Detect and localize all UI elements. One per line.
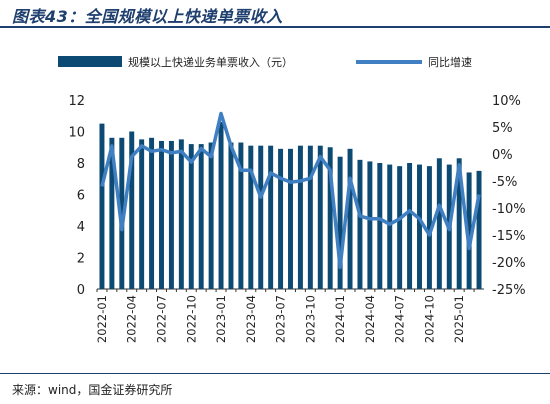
y-right-tick-label: -25% [492, 283, 526, 298]
legend-line-label: 同比增速 [428, 55, 472, 69]
y-left-tick-label: 2 [77, 252, 85, 267]
x-tick-label: 2024-10 [422, 295, 436, 343]
bar [198, 144, 204, 289]
bar [228, 142, 234, 289]
bar [436, 158, 442, 289]
bar [397, 166, 403, 289]
bar [208, 142, 214, 289]
bar [337, 156, 343, 289]
bar [218, 122, 224, 289]
bar [248, 145, 254, 289]
bar [109, 137, 115, 289]
y-right-tick-label: -20% [492, 256, 526, 271]
bar [307, 145, 313, 289]
legend-bar-swatch [58, 56, 122, 67]
y-left-tick-label: 10 [68, 126, 85, 141]
bar [456, 158, 462, 289]
legend: 规模以上快递业务单票收入（元） 同比增速 [58, 55, 472, 69]
legend-bar-label: 规模以上快递业务单票收入（元） [128, 55, 293, 69]
x-tick-label: 2022-10 [184, 295, 198, 343]
y-left-tick-label: 6 [77, 189, 85, 204]
y-right-tick-label: 10% [492, 94, 521, 109]
bar [188, 144, 194, 289]
growth-rate-line [100, 111, 481, 270]
bar [178, 139, 184, 289]
y-right-tick-label: -15% [492, 229, 526, 244]
x-tick-label: 2022-04 [125, 295, 139, 343]
bar [466, 172, 472, 289]
figure-title: 图表43：全国规模以上快递单票收入 [12, 7, 283, 26]
bar [357, 159, 363, 289]
bar [367, 161, 373, 289]
x-tick-label: 2022-07 [155, 295, 169, 343]
y-right-tick-label: -10% [492, 202, 526, 217]
bar [268, 145, 274, 289]
bar [139, 139, 145, 289]
y-right-tick-label: -5% [492, 175, 517, 190]
x-tick-label: 2024-01 [333, 295, 347, 343]
x-tick-label: 2023-07 [274, 295, 288, 343]
bar [278, 148, 284, 289]
x-tick-label: 2025-01 [452, 295, 466, 343]
bar [149, 137, 155, 289]
bar [387, 164, 393, 289]
chart: 规模以上快递业务单票收入（元） 同比增速 0 2 4 6 8 10 12 -25% -20% -1… [58, 55, 526, 343]
plot-area: 0 2 4 6 8 10 12 -25% -20% -15% -10% -5% 0% 5% 10% 2022-… [68, 94, 525, 343]
bar [347, 148, 353, 289]
bar [417, 164, 422, 289]
source-note: 来源：wind，国金证券研究所 [12, 383, 173, 397]
x-tick-label: 2024-04 [363, 295, 377, 343]
y-left-tick-label: 0 [77, 283, 85, 298]
y-right-tick-label: 0% [492, 148, 513, 163]
x-tick-label: 2024-07 [393, 295, 407, 343]
bar [377, 163, 383, 289]
y-left-tick-label: 12 [68, 94, 85, 109]
bar [238, 142, 244, 289]
x-tick-label: 2023-01 [214, 295, 228, 343]
footer-rule [0, 373, 550, 374]
bar [99, 123, 105, 289]
bar [476, 170, 482, 289]
bar [317, 145, 323, 289]
bar [288, 148, 293, 289]
x-tick-label: 2022-01 [95, 295, 109, 343]
bar [168, 140, 174, 289]
y-left-tick-label: 8 [77, 157, 85, 172]
bar [258, 145, 264, 289]
bar [327, 147, 333, 289]
bar [297, 145, 303, 289]
x-tick-label: 2023-04 [244, 295, 258, 343]
bar [407, 163, 413, 289]
bar [129, 131, 135, 289]
title-rule [0, 26, 550, 28]
bar [426, 166, 432, 289]
bar [159, 140, 164, 289]
y-right-tick-label: 5% [492, 121, 513, 136]
bar [119, 137, 125, 289]
y-left-tick-label: 4 [77, 220, 85, 235]
x-tick-label: 2023-10 [303, 295, 317, 343]
